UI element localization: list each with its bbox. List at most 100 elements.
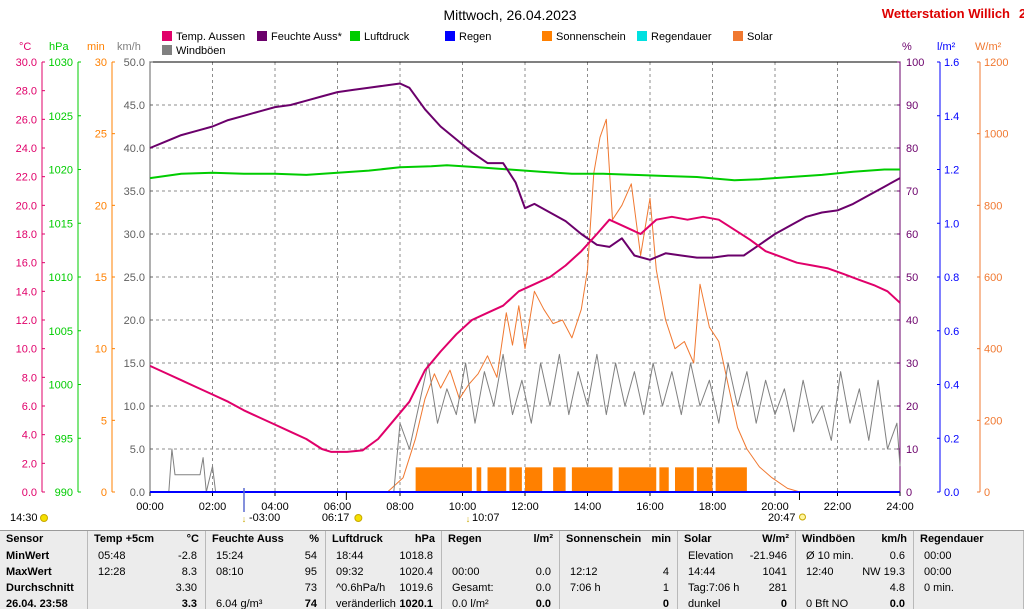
stats-regen-time: 00:00 [452, 566, 480, 578]
sunshine-bar [675, 467, 694, 492]
x-tick-label: 20:00 [761, 501, 789, 513]
moonset-label: -03:00 [249, 512, 280, 524]
wind-axis-tick-label: 20.0 [124, 315, 145, 327]
sunshine-bar [509, 467, 522, 492]
legend-swatch [445, 31, 455, 41]
wind-axis-tick-label: 10.0 [124, 401, 145, 413]
stats-wind-value: 0.0 [889, 598, 905, 609]
rain-axis-tick-label: 1.6 [944, 57, 959, 69]
stats-regen-time: 0.0 l/m² [452, 598, 489, 609]
stats-label-max: MaxWert [6, 566, 52, 578]
x-tick-label: 02:00 [199, 501, 227, 513]
pressure-axis-tick-label: 1005 [49, 326, 73, 338]
stats-feuchte-value: 74 [304, 598, 317, 609]
stats-temp-column: Temp +5cm °C 05:48 -2.8 12:28 8.3 3.30 3.3 [88, 531, 206, 609]
stats-regen-time: Gesamt: [452, 582, 494, 594]
stats-luftdruck-value: 1018.8 [399, 550, 433, 562]
stats-solar-time: 14:44 [688, 566, 716, 578]
stats-regen-value: 0.0 [535, 598, 551, 609]
humidity-axis-tick-label: 60 [906, 229, 918, 241]
minutes-axis-tick-label: 0 [101, 487, 107, 499]
humidity-axis-tick-label: 90 [906, 100, 918, 112]
stats-feuchte-unit: % [309, 533, 319, 545]
sun-icon [40, 514, 48, 522]
temp-axis-tick-label: 2.0 [22, 458, 37, 470]
stats-temp-time: 05:48 [98, 550, 126, 562]
minutes-axis-tick-label: 10 [95, 344, 107, 356]
sun-icon [354, 514, 363, 522]
weather-chart: Mittwoch, 26.04.2023 Wetterstation Willi… [10, 6, 1024, 524]
sunshine-bar [476, 467, 482, 492]
station-suffix: 2 [1019, 6, 1024, 21]
x-tick-label: 24:00 [886, 501, 914, 513]
temp-axis-tick-label: 20.0 [16, 200, 37, 212]
legend-swatch [542, 31, 552, 41]
humidity-axis-tick-label: 50 [906, 272, 918, 284]
stats-feuchte-value: 73 [304, 582, 317, 594]
legend-swatch [257, 31, 267, 41]
stats-wind-time: Ø 10 min. [806, 550, 854, 562]
stats-temp-value: 3.30 [175, 582, 197, 594]
stats-solar-value: 281 [768, 582, 787, 594]
humidity-axis-tick-label: 70 [906, 186, 918, 198]
temp-axis-tick-label: 6.0 [22, 401, 37, 413]
legend-label: Sonnenschein [556, 31, 626, 43]
legend-label: Feuchte Auss* [271, 31, 343, 43]
humidity-axis-tick-label: 0 [906, 487, 912, 499]
x-tick-label: 00:00 [136, 501, 164, 513]
moon-arrow-icon: ↓ [466, 514, 471, 524]
temp-axis-tick-label: 8.0 [22, 372, 37, 384]
rain-axis-tick-label: 0.6 [944, 326, 959, 338]
pressure-axis-tick-label: 995 [55, 433, 73, 445]
chart-title: Mittwoch, 26.04.2023 [443, 7, 576, 23]
minutes-axis-tick-label: 5 [101, 415, 107, 427]
legend-label: Regendauer [651, 31, 712, 43]
minutes-axis-tick-label: 15 [95, 272, 107, 284]
stats-feuchte-value: 95 [304, 566, 317, 578]
legend-label: Windböen [176, 45, 226, 57]
wind-axis-tick-label: 0.0 [130, 487, 145, 499]
stats-luftdruck-time: 09:32 [336, 566, 364, 578]
temp-axis-tick-label: 22.0 [16, 172, 37, 184]
temp-axis-tick-label: 4.0 [22, 430, 37, 442]
sunshine-bar [553, 467, 566, 492]
stats-solar-time: Elevation [688, 550, 734, 562]
solar-axis-tick-label: 1200 [984, 57, 1008, 69]
stats-feuchte-head: Feuchte Auss [212, 533, 284, 545]
wind-axis-tick-label: 40.0 [124, 143, 145, 155]
temp-axis-tick-label: 28.0 [16, 86, 37, 98]
stats-wind-time: 0 Bft NO [806, 598, 849, 609]
stats-luftdruck-value: 1020.1 [399, 598, 433, 609]
x-tick-label: 16:00 [636, 501, 664, 513]
chart-plot-area [149, 82, 901, 493]
x-tick-label: 22:00 [824, 501, 852, 513]
humidity-axis-tick-label: 40 [906, 315, 918, 327]
temp-axis-tick-label: 16.0 [16, 258, 37, 270]
stats-feuchte-value: 54 [304, 550, 317, 562]
stats-luftdruck-time: veränderlich [336, 598, 396, 609]
wind-axis-tick-label: 50.0 [124, 57, 145, 69]
solar-axis-tick-label: 0 [984, 487, 990, 499]
legend-label: Regen [459, 31, 491, 43]
stats-sonne-column: Sonnenschein min 12:12 4 7:06 h 1 0 [560, 531, 678, 609]
rain-axis-tick-label: 1.2 [944, 165, 959, 177]
solar-axis-tick-label: 800 [984, 200, 1002, 212]
stats-sonne-time: 7:06 h [570, 582, 601, 594]
unit-humidity: % [902, 41, 912, 53]
stats-temp-time: 12:28 [98, 566, 126, 578]
x-tick-label: 14:00 [574, 501, 602, 513]
temp-axis-tick-label: 10.0 [16, 344, 37, 356]
legend-label: Temp. Aussen [176, 31, 245, 43]
unit-rain: l/m² [937, 41, 956, 53]
stats-regendauer-column: Regendauer 00:00 00:00 0 min. [914, 531, 1024, 609]
solar-axis-tick-label: 200 [984, 415, 1002, 427]
minutes-axis-tick-label: 30 [95, 57, 107, 69]
wind-axis-tick-label: 30.0 [124, 229, 145, 241]
stats-temp-value: 8.3 [181, 566, 197, 578]
stats-feuchte-column: Feuchte Auss% 15:24 54 08:10 95 73 6.04 g/m³ 74 [206, 531, 326, 609]
sunshine-bar [659, 467, 669, 492]
sunrise-label: 06:17 [322, 512, 350, 524]
humidity-axis-tick-label: 30 [906, 358, 918, 370]
legend-swatch [350, 31, 360, 41]
sunset-label: 20:47 [768, 512, 796, 524]
